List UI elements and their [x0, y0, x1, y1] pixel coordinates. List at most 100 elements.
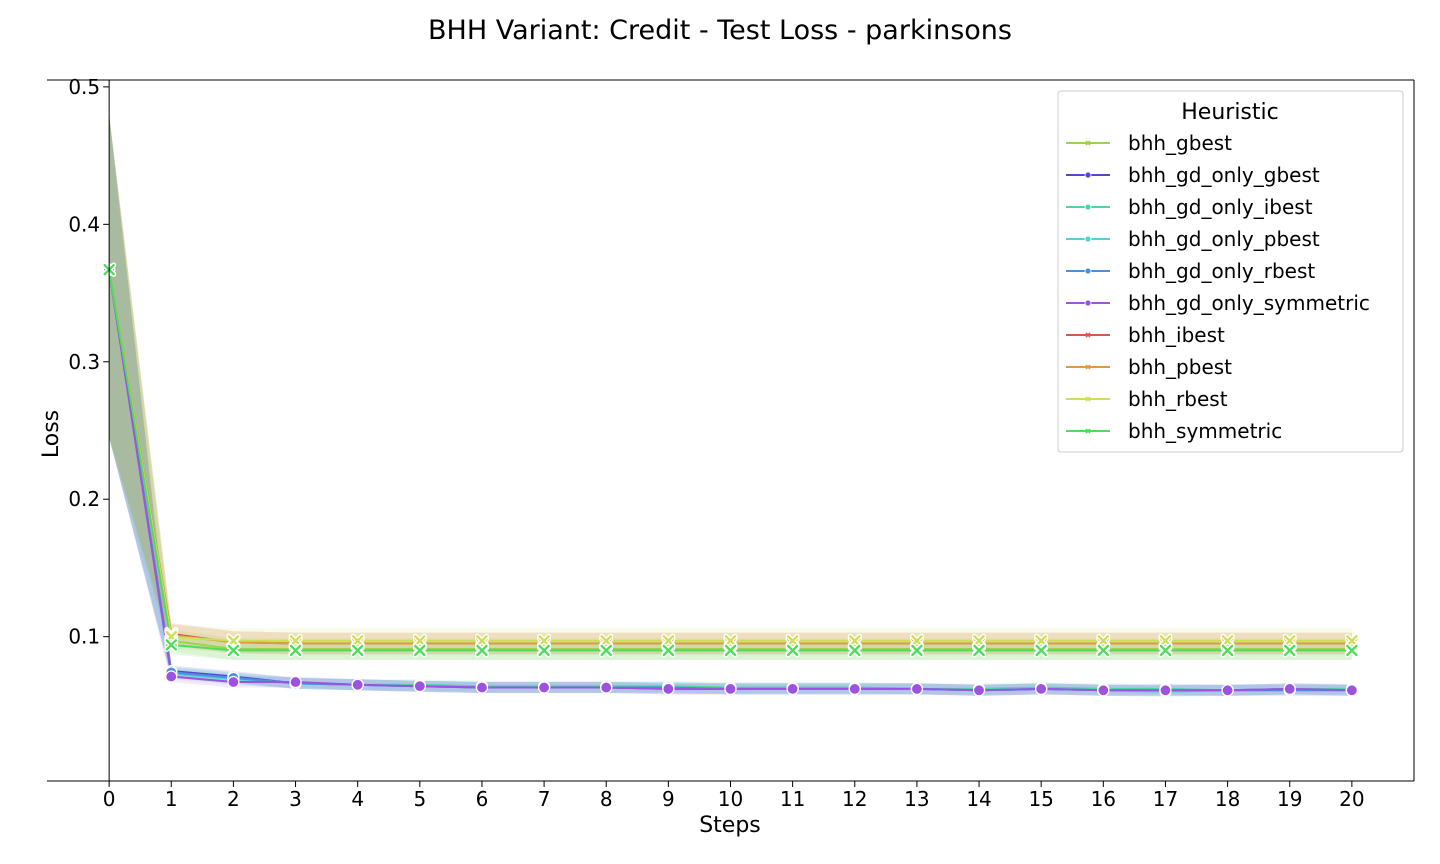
x-tick-label: 7 — [538, 787, 551, 811]
x-tick-label: 9 — [662, 787, 675, 811]
y-tick-label: 0.1 — [68, 625, 100, 649]
data-point — [1220, 643, 1235, 658]
x-tick-label: 10 — [718, 787, 743, 811]
data-point — [786, 682, 799, 696]
data-point — [351, 678, 364, 691]
data-point — [1282, 633, 1297, 648]
x-tick-label: 3 — [289, 787, 302, 811]
y-tick-label: 0.5 — [68, 75, 100, 99]
data-point — [1159, 684, 1172, 697]
data-point — [350, 633, 365, 648]
data-point — [662, 682, 675, 696]
legend-label: bhh_gd_only_rbest — [1128, 259, 1315, 283]
data-point — [1344, 633, 1359, 648]
legend-item: bhh_gd_only_pbest — [1066, 227, 1320, 251]
legend-item: bhh_gd_only_ibest — [1066, 195, 1313, 219]
data-point — [1096, 633, 1111, 648]
data-point — [600, 681, 613, 694]
x-tick-label: 8 — [600, 787, 613, 811]
y-axis-title: Loss — [39, 410, 64, 458]
legend-marker — [1084, 235, 1092, 243]
x-tick-label: 20 — [1339, 787, 1364, 811]
data-point — [1097, 684, 1110, 697]
data-point — [723, 643, 738, 658]
data-point — [909, 643, 924, 658]
data-point — [288, 633, 303, 648]
legend-label: bhh_gd_only_symmetric — [1128, 291, 1370, 315]
data-point — [1282, 643, 1297, 658]
legend-marker — [1084, 171, 1092, 179]
data-point — [226, 643, 241, 658]
x-axis-title: Steps — [699, 813, 761, 838]
x-axis: 0 1 2 3 4 5 6 7 8 9 10 11 12 13 14 15 16 17 18 19 20 — [47, 780, 1414, 811]
legend-label: bhh_gd_only_pbest — [1128, 227, 1320, 251]
x-tick-label: 13 — [904, 787, 929, 811]
data-point — [1345, 684, 1358, 697]
legend-item: bhh_gbest — [1066, 131, 1232, 155]
data-point — [537, 633, 552, 648]
y-axis: 0.1 0.2 0.3 0.4 0.5 — [68, 75, 110, 781]
data-point — [227, 675, 240, 689]
data-point — [1283, 682, 1296, 696]
legend-label: bhh_gd_only_gbest — [1128, 163, 1320, 187]
legend-label: bhh_gd_only_ibest — [1128, 195, 1313, 219]
legend-label: bhh_rbest — [1128, 387, 1228, 411]
data-point — [661, 643, 676, 658]
x-tick-label: 6 — [476, 787, 489, 811]
legend-marker — [1085, 428, 1091, 434]
x-tick-label: 17 — [1153, 787, 1178, 811]
x-tick-label: 5 — [413, 787, 426, 811]
chart-title: BHH Variant: Credit - Test Loss - parkin… — [428, 15, 1012, 46]
data-point — [1034, 643, 1049, 658]
data-point — [164, 637, 179, 652]
legend-items: bhh_gbest bhh_gd_only_gbest bhh_gd_only_ib… — [1066, 131, 1370, 443]
data-point — [910, 682, 924, 696]
data-point — [1096, 643, 1111, 658]
legend-marker — [1084, 203, 1092, 211]
legend-marker — [1084, 299, 1092, 307]
legend-item: bhh_ibest — [1066, 323, 1225, 347]
data-point — [972, 684, 986, 697]
x-tick-label: 19 — [1277, 787, 1302, 811]
data-point — [288, 643, 303, 658]
data-point — [661, 633, 676, 648]
data-point — [1220, 633, 1235, 648]
legend-item: bhh_gd_only_symmetric — [1066, 291, 1370, 315]
legend-item: bhh_rbest — [1066, 387, 1228, 411]
x-tick-label: 12 — [842, 787, 867, 811]
legend: Heuristic bhh_gbestbhh_gd_only_gbestbhh_… — [1057, 90, 1404, 453]
data-point — [226, 633, 241, 648]
data-point — [412, 643, 427, 658]
x-tick-label: 0 — [103, 787, 116, 811]
data-point — [165, 670, 178, 683]
legend-item: bhh_symmetric — [1066, 419, 1282, 443]
data-point — [1221, 684, 1234, 697]
x-tick-label: 11 — [780, 787, 805, 811]
legend-label: bhh_ibest — [1128, 323, 1225, 347]
data-point — [599, 633, 614, 648]
legend-marker — [1085, 140, 1091, 146]
data-point — [1344, 643, 1359, 658]
legend-marker — [1085, 332, 1091, 338]
legend-label: bhh_gbest — [1128, 131, 1232, 155]
x-tick-label: 18 — [1215, 787, 1240, 811]
legend-label: bhh_pbest — [1128, 355, 1232, 379]
x-tick-label: 15 — [1028, 787, 1053, 811]
legend-marker — [1084, 267, 1092, 275]
data-point — [972, 633, 987, 648]
data-point — [350, 643, 365, 658]
data-point — [847, 643, 862, 658]
data-point — [972, 643, 987, 658]
legend-item: bhh_gd_only_rbest — [1066, 259, 1315, 283]
data-point — [785, 643, 800, 658]
data-point — [785, 633, 800, 648]
x-tick-label: 2 — [227, 787, 240, 811]
legend-frame — [1057, 90, 1404, 453]
x-tick-label: 14 — [966, 787, 991, 811]
data-point — [537, 681, 551, 694]
data-point — [1158, 643, 1173, 658]
y-tick-label: 0.3 — [68, 350, 100, 374]
x-tick-label: 4 — [351, 787, 364, 811]
data-point — [724, 682, 737, 696]
